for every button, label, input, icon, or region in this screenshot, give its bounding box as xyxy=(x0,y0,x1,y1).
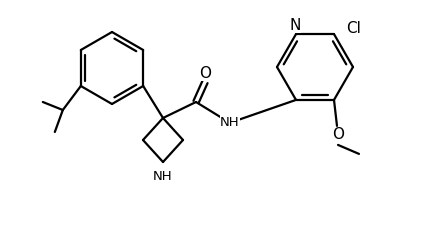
Text: NH: NH xyxy=(153,170,173,182)
Text: Cl: Cl xyxy=(346,21,361,36)
Text: N: N xyxy=(289,18,301,33)
Text: NH: NH xyxy=(220,116,240,128)
Text: O: O xyxy=(199,66,211,80)
Text: O: O xyxy=(332,128,344,142)
